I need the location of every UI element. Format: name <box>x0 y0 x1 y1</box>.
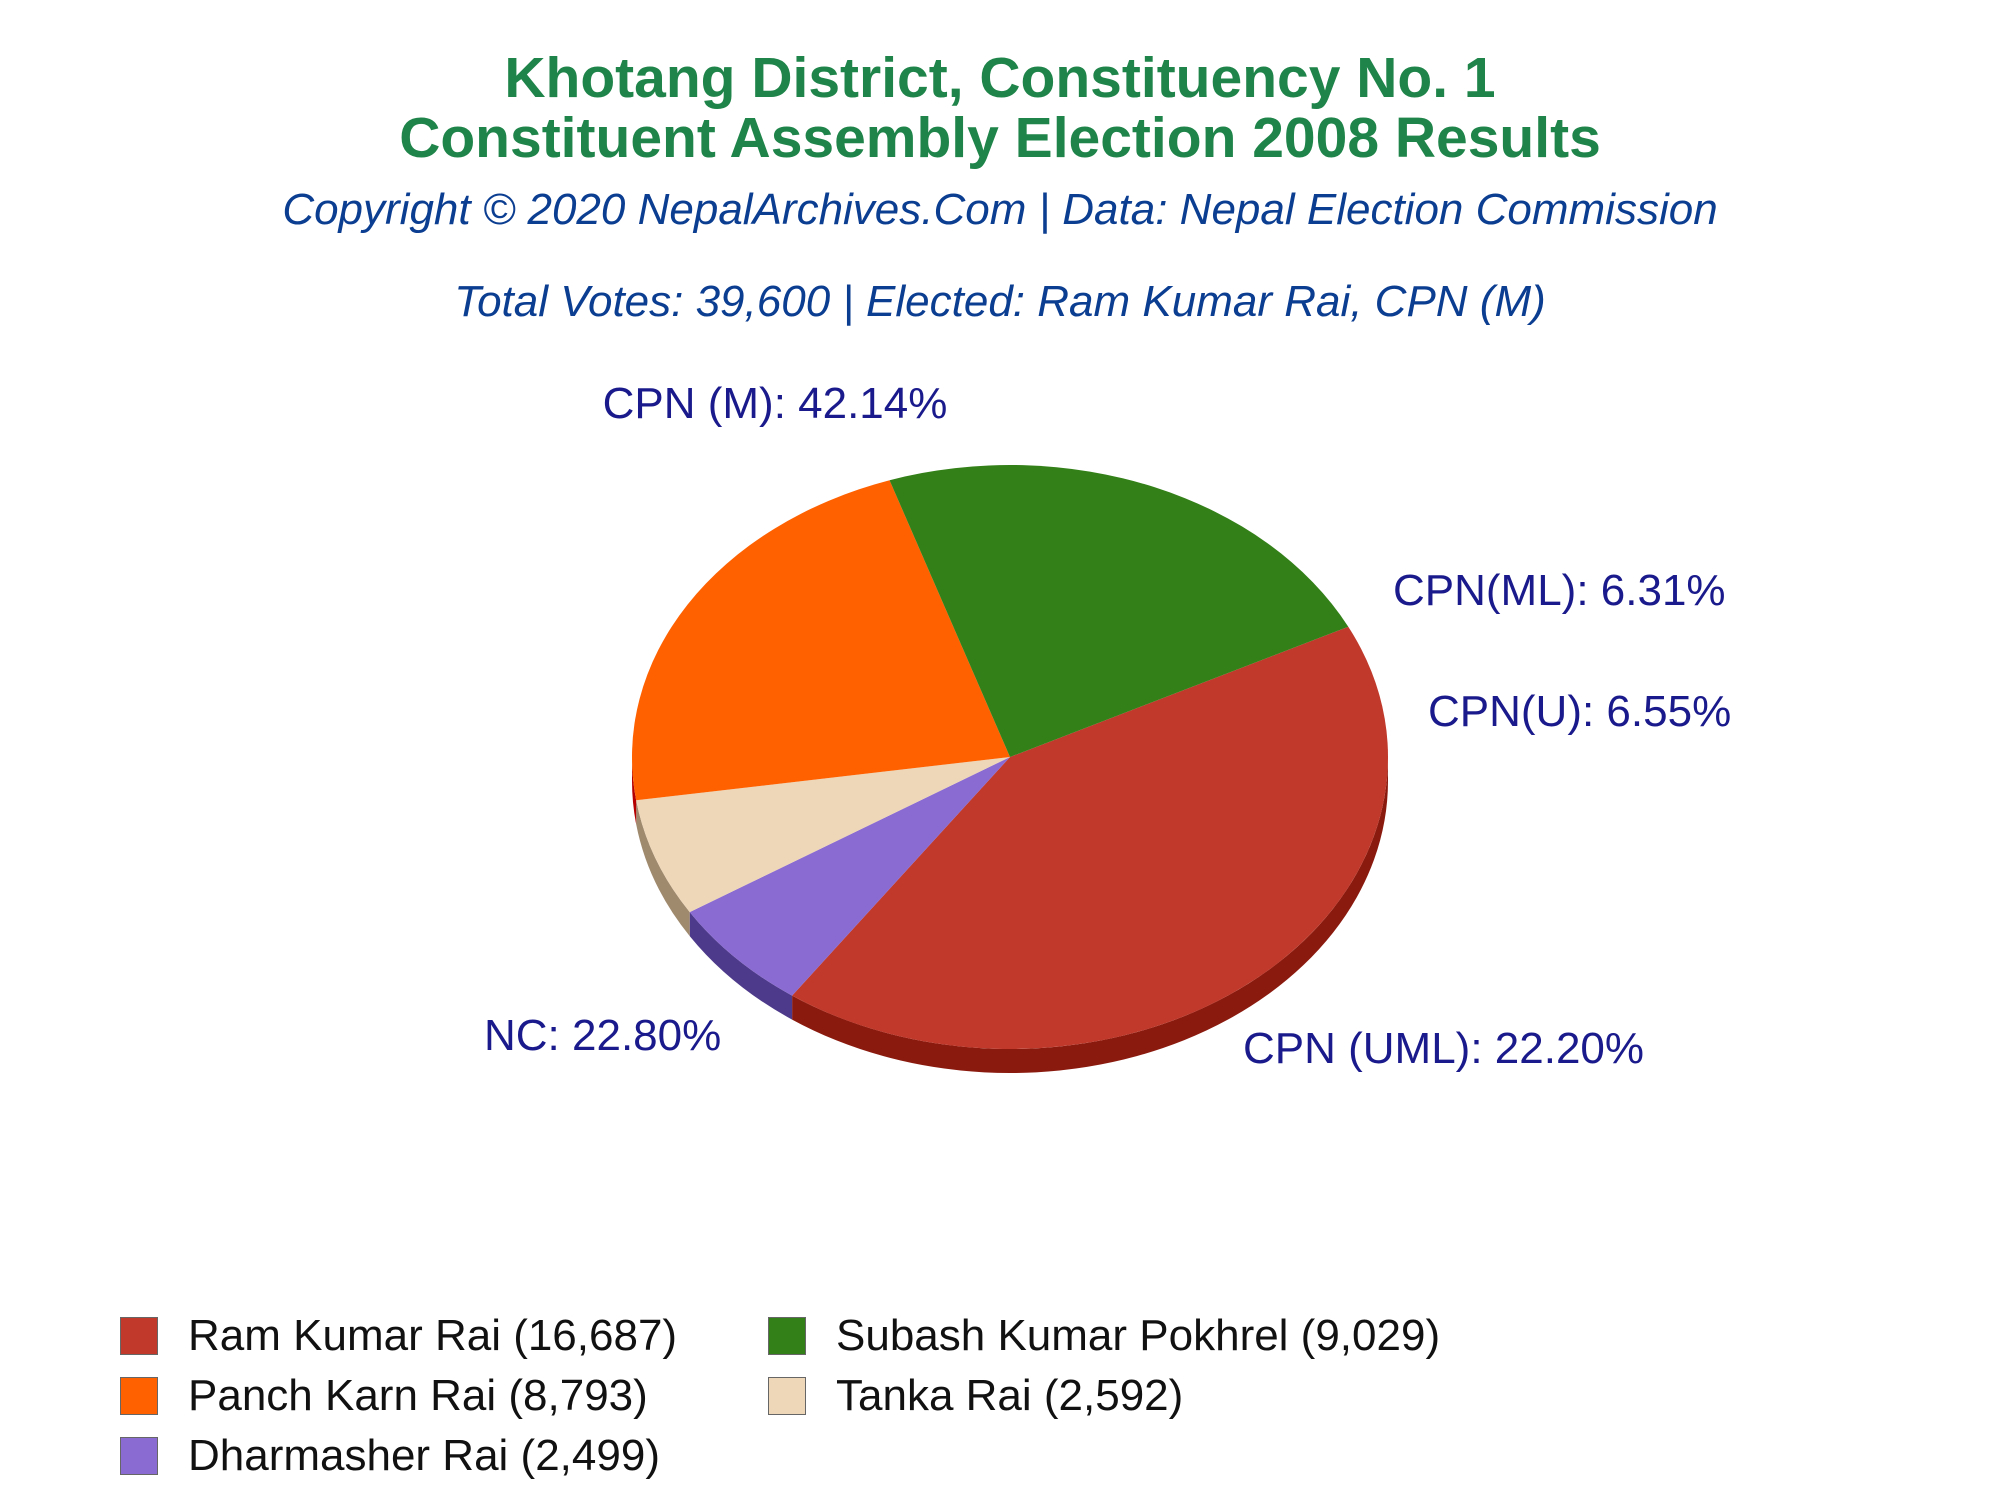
pie-3d-sides <box>632 757 1388 1074</box>
chart-title-line2: Constituent Assembly Election 2008 Resul… <box>399 106 1601 170</box>
legend-item: Ram Kumar Rai (16,687) <box>120 1308 677 1364</box>
legend-swatch <box>768 1377 806 1415</box>
slice-cpn-uml <box>632 480 1010 801</box>
legend-item: Dharmasher Rai (2,499) <box>120 1428 660 1484</box>
slice-cpn-u <box>636 757 1010 913</box>
slice-cpn-ml <box>689 757 1010 996</box>
legend-item: Panch Karn Rai (8,793) <box>120 1368 648 1424</box>
legend-swatch <box>768 1317 806 1355</box>
slice-label-cpn-ml: CPN(ML): 6.31% <box>1393 566 1726 615</box>
legend-label: Ram Kumar Rai (16,687) <box>188 1311 678 1360</box>
slice-side-cpn-m <box>792 757 1388 1074</box>
legend-swatch <box>120 1377 158 1415</box>
legend-label: Subash Kumar Pokhrel (9,029) <box>836 1311 1441 1360</box>
slice-label-nc: NC: 22.80% <box>484 1011 721 1060</box>
legend-item: Tanka Rai (2,592) <box>768 1368 1183 1424</box>
slice-cpn-m <box>792 626 1388 1049</box>
legend-label: Dharmasher Rai (2,499) <box>188 1431 660 1480</box>
slice-side-cpn-u <box>636 800 690 937</box>
summary-text: Total Votes: 39,600 | Elected: Ram Kumar… <box>454 277 1546 326</box>
pie-slices <box>632 465 1388 1049</box>
slice-label-cpn-u: CPN(U): 6.55% <box>1428 687 1731 736</box>
pie-labels: CPN (M): 42.14% CPN(ML): 6.31% CPN(U): 6.5… <box>484 379 1731 1073</box>
copyright-text: Copyright © 2020 NepalArchives.Com | Dat… <box>282 185 1718 234</box>
legend-swatch <box>120 1317 158 1355</box>
legend-item: Subash Kumar Pokhrel (9,029) <box>768 1308 1440 1364</box>
legend-label: Panch Karn Rai (8,793) <box>188 1371 648 1420</box>
slice-label-cpn-uml: CPN (UML): 22.20% <box>1243 1024 1644 1073</box>
slice-side-cpn-uml <box>632 757 637 825</box>
legend-swatch <box>120 1437 158 1475</box>
slice-label-cpn-m: CPN (M): 42.14% <box>603 379 948 428</box>
slice-side-cpn-ml <box>689 912 793 1020</box>
slice-nc <box>889 465 1349 757</box>
chart-title-line1: Khotang District, Constituency No. 1 <box>504 46 1496 110</box>
legend-label: Tanka Rai (2,592) <box>836 1371 1184 1420</box>
